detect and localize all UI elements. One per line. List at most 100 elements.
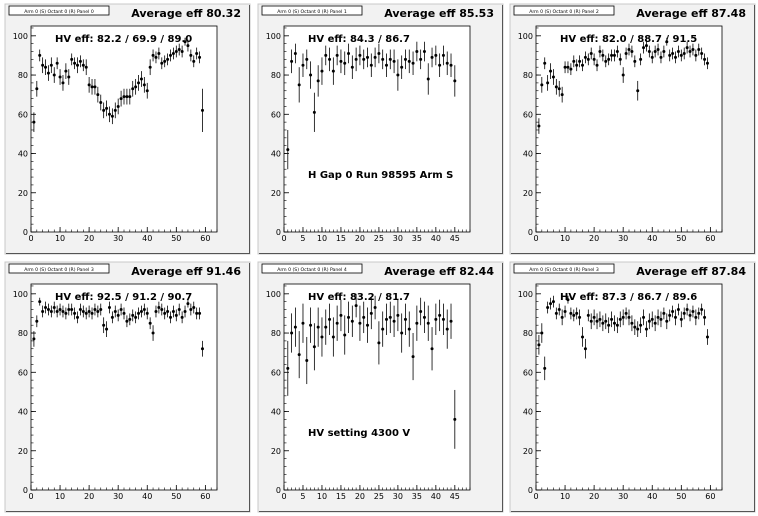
data-point (377, 341, 381, 345)
data-point (324, 53, 328, 57)
x-tick-label: 45 (450, 234, 460, 243)
pad-title: Arm 0 (S) Octant 0 (R) Panel 3 (529, 267, 599, 273)
data-point (396, 313, 400, 317)
data-point (148, 65, 152, 69)
data-point (166, 309, 170, 313)
data-point (107, 112, 111, 116)
x-tick-label: 0 (281, 234, 286, 243)
data-point (642, 315, 646, 319)
data-point (703, 57, 707, 61)
y-tick-label: 60 (523, 368, 533, 377)
data-point (659, 55, 663, 59)
data-point (61, 309, 65, 313)
data-point (400, 65, 404, 69)
data-point (627, 48, 631, 52)
data-point (612, 321, 616, 325)
data-point (58, 75, 62, 79)
data-point (549, 302, 553, 306)
data-point (700, 51, 704, 55)
data-point (621, 73, 625, 77)
data-point (177, 308, 181, 312)
data-point (659, 317, 663, 321)
data-point (122, 95, 126, 99)
data-point (438, 63, 442, 67)
data-point (618, 317, 622, 321)
data-point (560, 93, 564, 97)
data-point (87, 83, 91, 87)
plot-frame (283, 25, 471, 233)
y-tick-label: 40 (523, 408, 533, 417)
data-point (343, 333, 347, 337)
data-point (411, 355, 415, 359)
data-point (186, 302, 190, 306)
data-point (134, 85, 138, 89)
data-point (154, 309, 158, 313)
data-point (151, 331, 155, 335)
data-point (84, 311, 88, 315)
data-point (290, 59, 294, 63)
data-point (612, 53, 616, 57)
data-point (192, 59, 196, 63)
data-point (572, 313, 576, 317)
data-point (668, 53, 672, 57)
data-point (554, 85, 558, 89)
plot-frame (283, 283, 471, 491)
data-point (180, 315, 184, 319)
data-point (644, 327, 648, 331)
hv-eff-label: HV eff: 92.5 / 91.2 / 90.7 (55, 292, 192, 303)
data-point (157, 306, 161, 310)
data-point (137, 81, 141, 85)
data-point (122, 311, 126, 315)
x-tick-label: 40 (431, 492, 441, 501)
data-point (373, 55, 377, 59)
data-point (64, 69, 68, 73)
data-point (441, 53, 445, 57)
y-tick-label: 0 (276, 486, 281, 495)
data-point (668, 313, 672, 317)
data-point (64, 311, 68, 315)
data-point (407, 327, 411, 331)
x-tick-label: 40 (142, 492, 152, 501)
data-point (575, 63, 579, 67)
data-point (615, 323, 619, 327)
y-tick-label: 80 (523, 329, 533, 338)
data-point (134, 315, 138, 319)
y-tick-label: 0 (528, 486, 533, 495)
data-point (309, 323, 313, 327)
data-point (627, 315, 631, 319)
data-point (642, 46, 646, 50)
x-tick-label: 60 (705, 492, 715, 501)
y-tick-label: 100 (518, 290, 533, 299)
data-point (198, 55, 202, 59)
data-point (102, 323, 106, 327)
data-point (583, 347, 587, 351)
data-point (38, 53, 42, 57)
data-point (116, 313, 120, 317)
data-point (145, 89, 149, 93)
data-point (49, 63, 53, 67)
x-tick-label: 30 (113, 234, 123, 243)
y-tick-label: 100 (266, 290, 281, 299)
y-tick-label: 60 (523, 110, 533, 119)
chart-panel-3: Arm 0 (S) Octant 0 (R) Panel 3 Average ef… (4, 261, 251, 513)
data-point (189, 53, 193, 57)
data-point (78, 59, 82, 63)
data-point (566, 65, 570, 69)
data-point (381, 327, 385, 331)
y-tick-label: 40 (18, 408, 28, 417)
data-point (601, 53, 605, 57)
x-tick-label: 30 (618, 234, 628, 243)
pad-title: Arm 0 (S) Octant 0 (R) Panel 0 (24, 9, 94, 15)
hv-eff-label: HV eff: 87.3 / 86.7 / 89.6 (560, 292, 697, 303)
data-point (81, 309, 85, 313)
data-point (110, 114, 114, 118)
y-tick-label: 20 (523, 189, 533, 198)
data-point (636, 89, 640, 93)
y-tick-label: 0 (528, 228, 533, 237)
data-point (575, 311, 579, 315)
data-point (566, 298, 570, 302)
pad-shadow-right (249, 263, 250, 512)
data-point (38, 300, 42, 304)
pad-title: Arm 0 (S) Octant 0 (R) Panel 3 (24, 267, 94, 273)
data-point (163, 311, 167, 315)
